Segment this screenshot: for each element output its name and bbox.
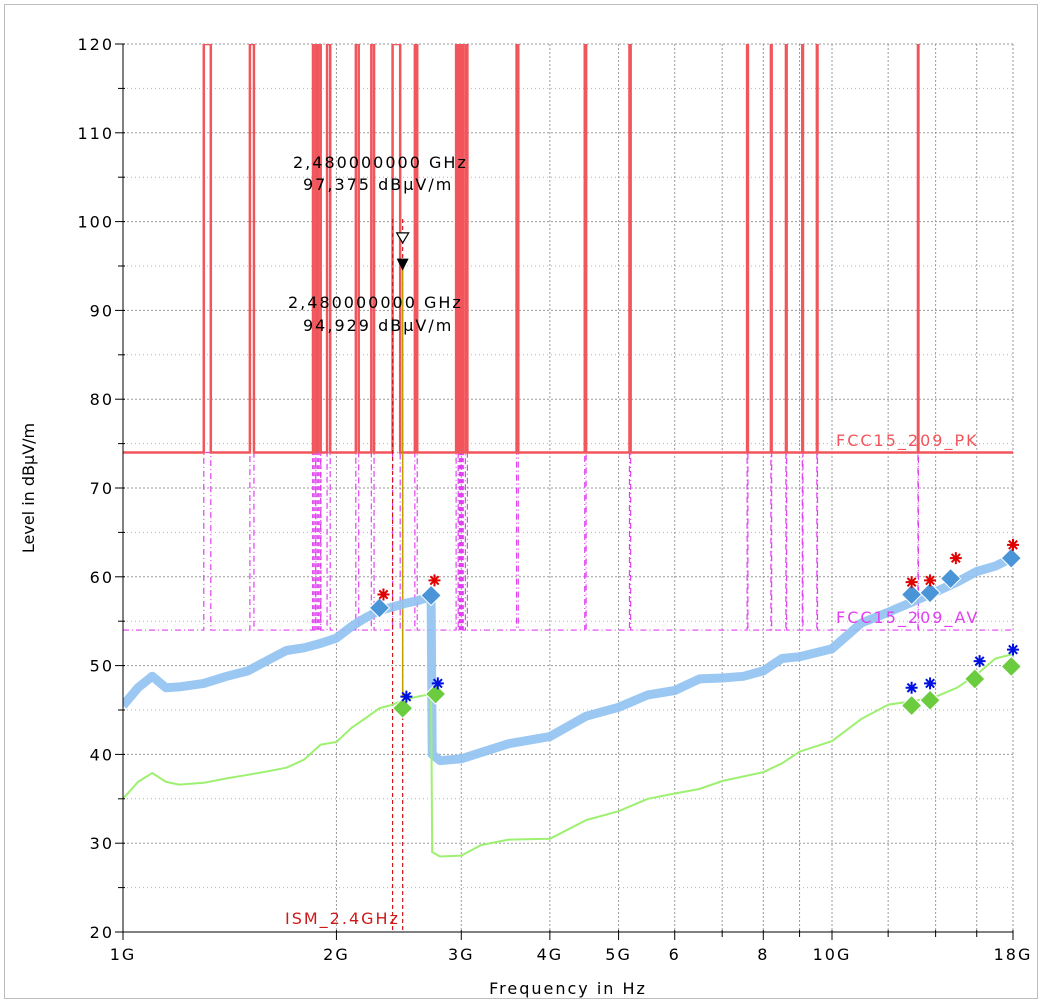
average-marker-star <box>400 690 413 703</box>
peak-marker-star <box>905 576 918 589</box>
average-final-point <box>900 694 923 717</box>
x-tick-label: 3G <box>448 945 475 964</box>
x-tick-label: 6 <box>669 945 681 964</box>
average-final-point <box>391 697 414 719</box>
average-final-point <box>964 668 986 690</box>
x-tick-label: 2G <box>323 945 350 964</box>
ism-band-label: ISM_2.4GHz <box>285 909 400 929</box>
limit-pk-label: FCC15_209_PK <box>836 431 979 451</box>
y-tick-label: 110 <box>77 124 114 143</box>
y-tick-label: 30 <box>90 834 114 853</box>
average-final-point <box>424 683 447 705</box>
average-marker-star <box>905 681 918 694</box>
average-marker-star <box>973 655 986 668</box>
peak-final-point <box>420 584 442 607</box>
marker-2-frequency: 2,480000000 GHz <box>288 293 463 312</box>
y-tick-label: 70 <box>90 479 114 498</box>
average-marker-star <box>1007 643 1019 656</box>
average-final-point <box>919 689 941 711</box>
x-tick-label: 10G <box>813 945 852 964</box>
peak-marker-star <box>377 588 390 601</box>
limit-lines <box>123 44 1013 631</box>
peak-trace <box>123 553 1013 766</box>
peak-final-point <box>939 567 962 590</box>
average-marker-star <box>924 677 937 690</box>
y-axis-title: Level in dBµV/m <box>19 423 38 553</box>
marker-2-level: 94,929 dBµV/m <box>303 316 453 335</box>
y-tick-label: 40 <box>90 745 114 764</box>
x-tick-label: 1G <box>110 945 137 964</box>
y-tick-label: 100 <box>77 213 114 232</box>
limit-av-line <box>123 451 1013 631</box>
marker-1-frequency: 2,480000000 GHz <box>293 153 468 172</box>
average-marker-star <box>431 677 444 690</box>
peak-final-point <box>1000 547 1022 569</box>
limit-pk-line <box>123 44 1013 454</box>
y-tick-label: 60 <box>90 568 114 587</box>
peak-final-point <box>900 583 923 606</box>
peak-marker-star <box>949 552 962 565</box>
marker-1-triangle <box>395 232 410 245</box>
x-tick-label: 18G <box>994 945 1033 964</box>
marker-1-level: 97,375 dBµV/m <box>303 175 453 194</box>
y-tick-label: 50 <box>90 657 114 676</box>
y-tick-label: 80 <box>90 390 114 409</box>
x-tick-label: 4G <box>537 945 564 964</box>
limit-av-label: FCC15_209_AV <box>836 608 979 628</box>
series-group <box>123 553 1013 858</box>
x-tick-label: 8 <box>757 945 769 964</box>
peak-final-point <box>919 582 941 604</box>
ism-band <box>391 219 404 932</box>
peak-marker-star <box>924 574 937 587</box>
average-final-point <box>1000 655 1022 678</box>
y-tick-label: 20 <box>90 923 114 942</box>
axes: 20 30 40 50 60 70 80 90 100 110 120 1G 2G 3G 4G 5G 6 8 10G… <box>77 35 1033 964</box>
peak-marker-star <box>428 574 441 587</box>
y-tick-label: 90 <box>90 301 114 320</box>
peak-final-point <box>368 597 391 619</box>
y-tick-label: 120 <box>77 35 114 54</box>
peak-marker-star <box>1007 538 1019 551</box>
x-axis-title: Frequency in Hz <box>489 979 647 998</box>
final-points <box>368 232 1022 719</box>
chart-frame <box>4 4 1038 999</box>
average-trace <box>123 653 1013 858</box>
x-tick-label: 5G <box>605 945 632 964</box>
marker-2-triangle <box>396 258 409 271</box>
